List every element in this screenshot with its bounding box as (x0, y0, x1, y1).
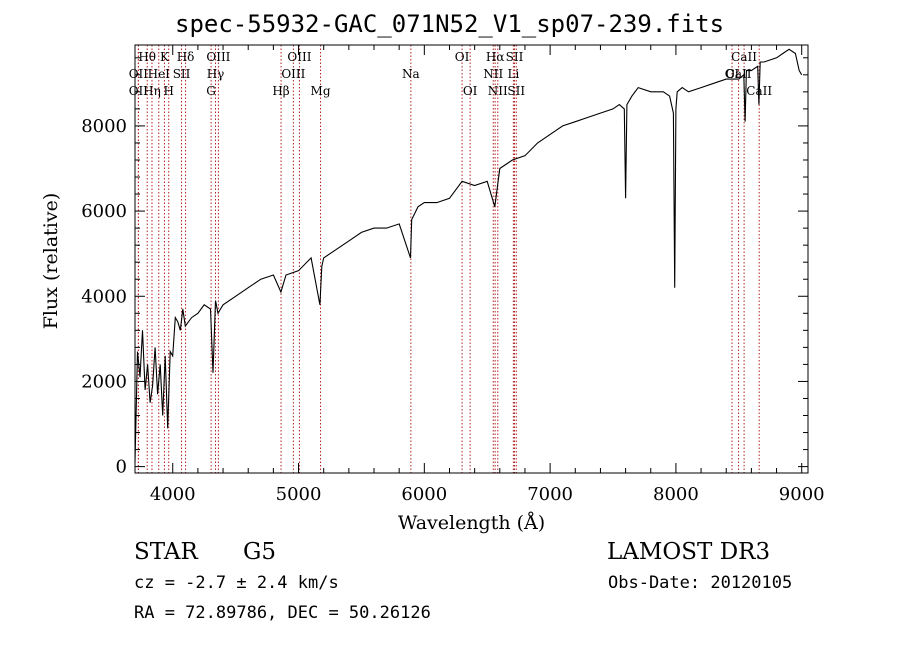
line-label: Hα (486, 50, 505, 64)
y-tick-label: 8000 (81, 116, 127, 137)
line-label: OI (463, 84, 478, 98)
line-label: Mg (311, 84, 331, 98)
line-label: OI (455, 50, 470, 64)
observation-date: Obs-Date: 20120105 (608, 573, 793, 593)
line-label: Hβ (272, 84, 289, 98)
x-tick-label: 4000 (150, 484, 196, 505)
line-label: H (163, 84, 173, 98)
x-tick-label: 9000 (779, 484, 825, 505)
line-label: NII (483, 67, 503, 81)
line-label: G (206, 84, 216, 98)
line-label: OI (725, 67, 740, 81)
spectrum-line (134, 48, 803, 463)
line-label: Hη (143, 84, 161, 98)
line-label: CaII (731, 50, 757, 64)
line-label: HeI (148, 67, 171, 81)
line-label: Hγ (207, 67, 225, 81)
x-tick-label: 6000 (401, 484, 447, 505)
plot-frame (134, 44, 809, 474)
coordinates: RA = 72.89786, DEC = 50.26126 (134, 603, 431, 623)
y-axis-ticks: 0 2000 4000 6000 8000 (81, 57, 808, 478)
line-label: K (160, 50, 170, 64)
line-label: Hδ (177, 50, 195, 64)
x-axis-label: Wavelength (Å) (398, 512, 545, 534)
line-label: OIII (287, 50, 311, 64)
x-tick-label: 7000 (527, 484, 573, 505)
x-tick-label: 5000 (276, 484, 322, 505)
line-label: Li (507, 67, 519, 81)
line-label: Na (402, 67, 420, 81)
x-axis-ticks: 4000 5000 6000 7000 8000 9000 (150, 45, 825, 505)
chart-title: spec-55932-GAC_071N52_V1_sp07-239.fits (175, 10, 725, 38)
survey-name: LAMOST DR3 (607, 539, 771, 565)
y-tick-label: 0 (116, 457, 127, 478)
y-tick-label: 2000 (81, 371, 127, 392)
line-label: Hθ (138, 50, 156, 64)
line-label: OIII (206, 50, 230, 64)
emission-line-markers (137, 45, 760, 473)
y-tick-label: 6000 (81, 201, 127, 222)
line-label: OIII (281, 67, 305, 81)
line-label: SII (173, 67, 191, 81)
redshift-velocity: cz = -2.7 ± 2.4 km/s (134, 573, 339, 593)
y-axis-label: Flux (relative) (40, 193, 62, 330)
line-label: CaII (726, 67, 752, 81)
line-label: SII (507, 84, 525, 98)
object-class: STAR (134, 539, 198, 565)
line-label: NII (488, 84, 508, 98)
x-tick-label: 8000 (653, 484, 699, 505)
object-subclass: G5 (243, 539, 277, 565)
line-label: OII (129, 67, 149, 81)
line-label: SII (506, 50, 524, 64)
line-label: OII (129, 84, 149, 98)
y-tick-label: 4000 (81, 286, 127, 307)
